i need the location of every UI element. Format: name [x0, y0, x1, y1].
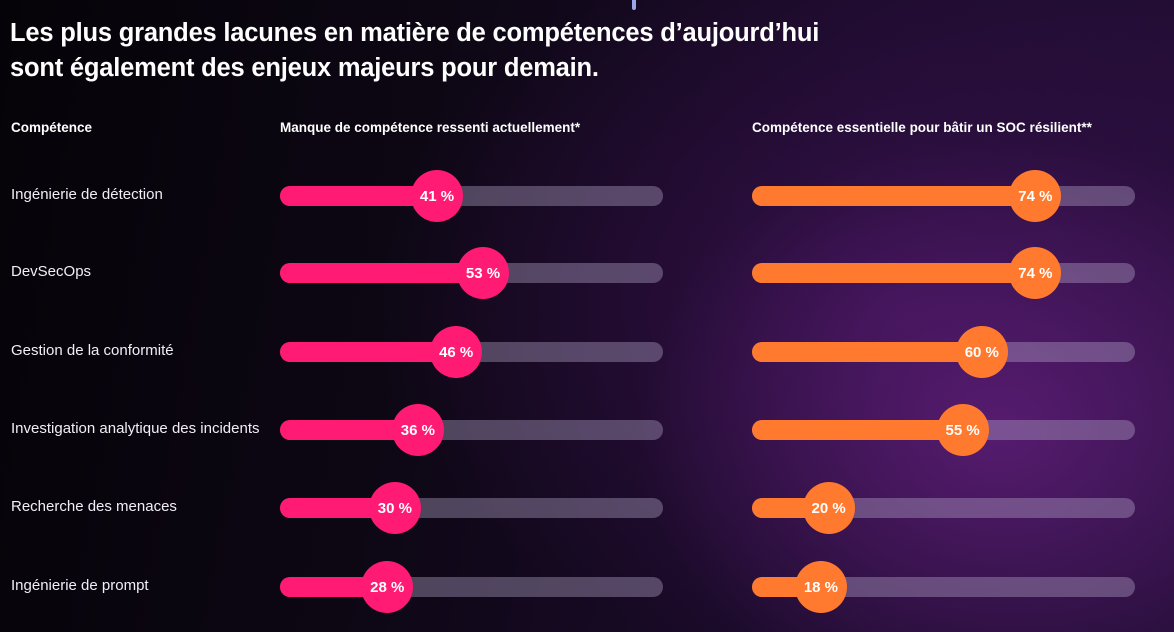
bar-fill	[280, 263, 483, 283]
current-gap-bar-row-4: 36 %	[280, 404, 663, 456]
value-label: 55 %	[936, 404, 989, 456]
value-label: 20 %	[802, 482, 855, 534]
bar-fill	[280, 420, 418, 440]
title-line-2: sont également des enjeux majeurs pour d…	[10, 54, 599, 82]
value-label: 53 %	[456, 247, 509, 299]
skill-label: Investigation analytique des incidents	[11, 420, 260, 437]
value-label: 74 %	[1009, 247, 1062, 299]
bar-fill	[752, 186, 1036, 206]
essential-bar-row-5: 20 %	[752, 482, 1135, 534]
value-label: 74 %	[1009, 170, 1062, 222]
value-label: 46 %	[430, 326, 483, 378]
skill-label: Ingénierie de détection	[11, 186, 163, 203]
header-essential: Compétence essentielle pour bâtir un SOC…	[752, 120, 1092, 135]
current-gap-bar-row-6: 28 %	[280, 561, 663, 613]
essential-bar-row-6: 18 %	[752, 561, 1135, 613]
bar-fill	[280, 342, 457, 362]
current-gap-bar-row-2: 53 %	[280, 247, 663, 299]
essential-bar-row-3: 60 %	[752, 326, 1135, 378]
bar-fill	[280, 186, 438, 206]
value-label: 18 %	[794, 561, 847, 613]
essential-bar-row-1: 74 %	[752, 170, 1135, 222]
value-label: 60 %	[955, 326, 1008, 378]
bar-fill	[752, 342, 982, 362]
page-title: Les plus grandes lacunes en matière de c…	[10, 16, 819, 86]
value-label: 41 %	[411, 170, 464, 222]
title-line-1: Les plus grandes lacunes en matière de c…	[10, 19, 820, 47]
value-label: 36 %	[391, 404, 444, 456]
current-gap-bar-row-3: 46 %	[280, 326, 663, 378]
current-gap-bar-row-1: 41 %	[280, 170, 663, 222]
bar-fill	[752, 263, 1036, 283]
bar-fill	[280, 577, 388, 597]
top-accent-mark	[632, 0, 636, 10]
skill-label: DevSecOps	[11, 263, 92, 280]
skill-label: Ingénierie de prompt	[11, 577, 149, 594]
bar-fill	[752, 420, 963, 440]
current-gap-bar-row-5: 30 %	[280, 482, 663, 534]
value-label: 30 %	[368, 482, 421, 534]
skill-label: Gestion de la conformité	[11, 342, 174, 359]
bar-track	[752, 577, 1135, 597]
skill-label: Recherche des menaces	[11, 498, 177, 515]
bar-fill	[280, 498, 395, 518]
value-label: 28 %	[361, 561, 414, 613]
header-skill: Compétence	[11, 120, 93, 135]
essential-bar-row-2: 74 %	[752, 247, 1135, 299]
header-current-gap: Manque de compétence ressenti actuelleme…	[280, 120, 581, 135]
essential-bar-row-4: 55 %	[752, 404, 1135, 456]
